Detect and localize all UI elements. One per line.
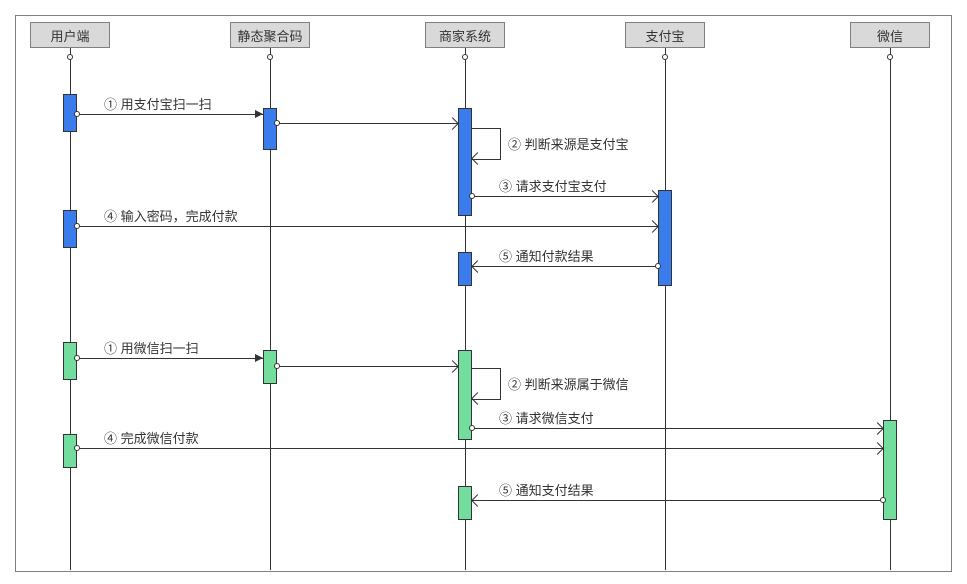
actor-label: 静态聚合码 [237, 26, 302, 45]
activation-merchant [458, 252, 472, 286]
actor-label: 商家系统 [439, 26, 491, 45]
message-line [77, 114, 263, 115]
activation-client [63, 210, 77, 248]
actor-label: 微信 [877, 26, 903, 45]
actor-wechat: 微信 [850, 22, 930, 48]
message-line [472, 428, 883, 429]
message-origin-dot [74, 445, 80, 451]
lifeline-alipay [665, 48, 666, 570]
message-label: ① 用支付宝扫一扫 [104, 94, 212, 113]
message-label: ② 判断来源是支付宝 [508, 134, 629, 153]
message-origin-dot [74, 111, 80, 117]
activation-merchant [458, 486, 472, 520]
activation-client [63, 342, 77, 380]
message-line [472, 196, 658, 197]
message-label: ⑤ 通知支付结果 [499, 480, 594, 499]
stub-origin-dot [274, 120, 280, 126]
stub-origin-dot [274, 363, 280, 369]
lifeline-dot [662, 54, 668, 60]
activation-merchant [458, 108, 472, 216]
lifeline-dot [887, 54, 893, 60]
actor-merchant: 商家系统 [425, 22, 505, 48]
message-origin-dot [74, 223, 80, 229]
message-label: ③ 请求微信支付 [499, 408, 594, 427]
message-line [472, 500, 883, 501]
actor-label: 支付宝 [645, 26, 684, 45]
activation-alipay [658, 190, 672, 286]
message-origin-dot [469, 425, 475, 431]
message-line [77, 358, 263, 359]
message-label: ⑤ 通知付款结果 [499, 246, 594, 265]
activation-wechat [883, 420, 897, 520]
message-label: ③ 请求支付宝支付 [499, 176, 607, 195]
lifeline-dot [267, 54, 273, 60]
message-label: ④ 完成微信付款 [104, 428, 199, 447]
message-label: ① 用微信扫一扫 [104, 338, 199, 357]
actor-qrcode: 静态聚合码 [230, 22, 310, 48]
message-label: ④ 输入密码，完成付款 [104, 206, 238, 225]
message-origin-dot [880, 497, 886, 503]
message-line [77, 226, 658, 227]
lifeline-dot [67, 54, 73, 60]
arrowhead [255, 110, 263, 118]
activation-qrcode [263, 108, 277, 150]
message-origin-dot [74, 355, 80, 361]
actor-client: 用户端 [30, 22, 110, 48]
actor-alipay: 支付宝 [625, 22, 705, 48]
message-label: ② 判断来源属于微信 [508, 374, 629, 393]
arrowhead [255, 354, 263, 362]
message-line [77, 448, 883, 449]
sequence-diagram: 用户端 静态聚合码 商家系统 支付宝 微信 ① 用支付宝扫一扫 ② 判断来源是支付宝 ③ 请… [0, 0, 967, 584]
stub-line [277, 123, 458, 124]
lifeline-dot [462, 54, 468, 60]
activation-client [63, 434, 77, 468]
message-line [472, 266, 658, 267]
stub-line [277, 366, 458, 367]
actor-label: 用户端 [50, 26, 89, 45]
message-origin-dot [469, 193, 475, 199]
message-origin-dot [655, 263, 661, 269]
